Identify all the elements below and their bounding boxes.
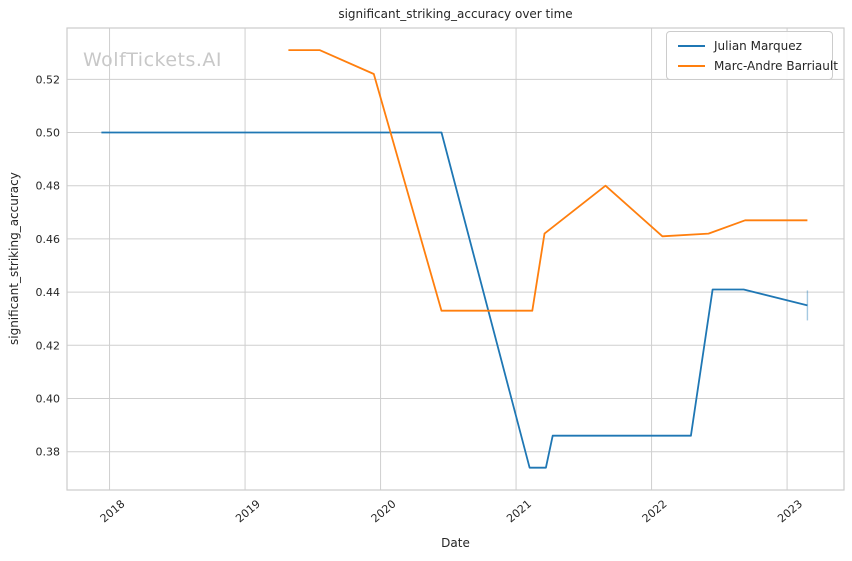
- x-axis-label: Date: [441, 536, 470, 550]
- legend-item-marc-andre-barriault: Marc-Andre Barriault: [678, 57, 838, 74]
- chart-title: significant_striking_accuracy over time: [338, 7, 573, 21]
- x-tick-label: 2022: [640, 497, 670, 525]
- y-tick-label: 0.50: [36, 127, 61, 140]
- y-tick-label: 0.52: [36, 73, 61, 86]
- y-tick-label: 0.48: [36, 180, 61, 193]
- series-line-julian-marquez: [101, 131, 808, 469]
- plot-border: [66, 27, 845, 491]
- legend-line-sample-blue: [678, 44, 705, 47]
- x-tick-label: 2018: [98, 497, 128, 525]
- x-tick-label: 2023: [775, 497, 805, 525]
- y-tick-label: 0.40: [36, 393, 61, 406]
- legend: Julian Marquez Marc-Andre Barriault: [666, 31, 838, 80]
- legend-line-sample-orange: [678, 64, 705, 67]
- legend-label: Julian Marquez: [714, 38, 802, 53]
- legend-label: Marc-Andre Barriault: [714, 58, 838, 73]
- y-tick-label: 0.42: [36, 339, 61, 352]
- y-tick-label: 0.46: [36, 233, 61, 246]
- x-tick-label: 2019: [233, 497, 263, 525]
- legend-item-julian-marquez: Julian Marquez: [678, 37, 823, 54]
- y-tick-label: 0.44: [36, 286, 61, 299]
- y-axis-label: significant_striking_accuracy: [7, 172, 21, 346]
- watermark-text: WolfTickets.AI: [83, 49, 223, 71]
- x-tick-label: 2021: [504, 497, 534, 525]
- series-line-marc-andre-barriault: [288, 49, 808, 312]
- x-tick-label: 2020: [369, 497, 399, 525]
- y-tick-label: 0.38: [36, 446, 61, 459]
